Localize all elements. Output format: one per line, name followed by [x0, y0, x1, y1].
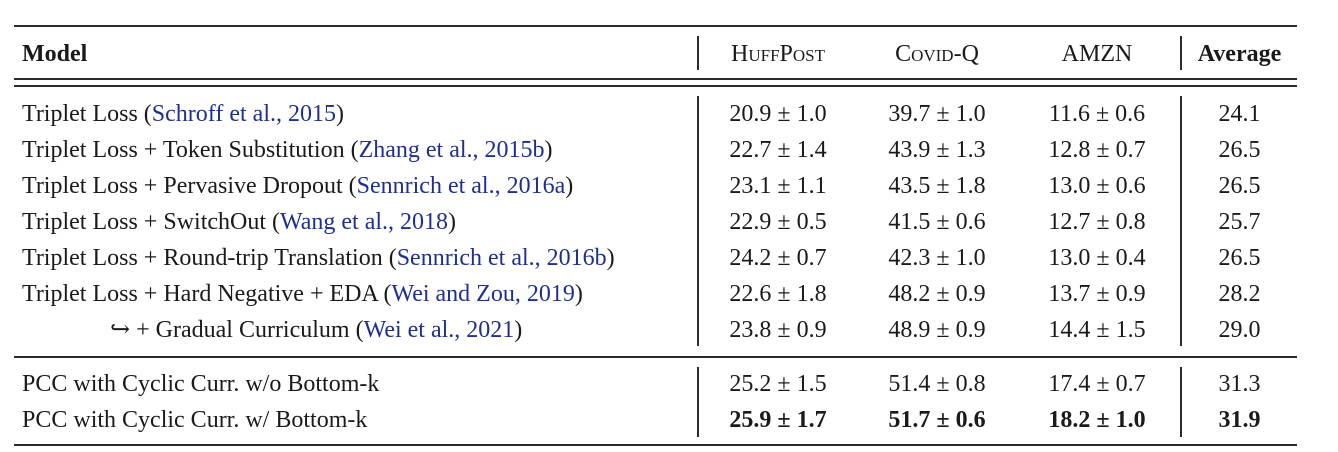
closing-paren: ) — [565, 173, 574, 199]
amzn-score: 12.7 ± 0.8 — [1048, 209, 1146, 235]
header-average: Average — [1197, 41, 1282, 67]
method-label: Triplet Loss + Hard Negative + EDA ( — [22, 281, 392, 307]
method-label: Triplet Loss ( — [22, 101, 152, 127]
model-column-divider — [697, 96, 699, 346]
citation-link[interactable]: Schroff et al., 2015 — [151, 101, 336, 127]
method-name: ↪ + Gradual Curriculum (Wei et al., 2021… — [110, 316, 522, 344]
huffpost-score: 23.8 ± 0.9 — [729, 317, 827, 343]
average-score: 26.5 — [1218, 245, 1261, 271]
huffpost-score: 22.7 ± 1.4 — [729, 137, 827, 163]
method-label: Triplet Loss + SwitchOut ( — [22, 209, 280, 235]
covid-q-score: 41.5 ± 0.6 — [888, 209, 986, 235]
covid-q-score: 43.5 ± 1.8 — [888, 173, 986, 199]
huffpost-score: 22.6 ± 1.8 — [729, 281, 827, 307]
header-model: Model — [22, 41, 88, 67]
method-name: Triplet Loss + Pervasive Dropout (Sennri… — [22, 172, 573, 200]
average-score: 26.5 — [1218, 173, 1261, 199]
header-double-rule-1 — [14, 78, 1297, 80]
header-amzn: AMZN — [1061, 41, 1133, 67]
method-label: Triplet Loss + Round-trip Translation ( — [22, 245, 397, 271]
model-column-divider — [697, 36, 699, 70]
amzn-score: 18.2 ± 1.0 — [1048, 407, 1146, 433]
citation-link[interactable]: Wei and Zou, 2019 — [391, 281, 575, 307]
closing-paren: ) — [574, 281, 583, 307]
method-name: Triplet Loss (Schroff et al., 2015) — [22, 100, 344, 128]
huffpost-score: 22.9 ± 0.5 — [729, 209, 827, 235]
method-name: Triplet Loss + Round-trip Translation (S… — [22, 244, 615, 272]
closing-paren: ) — [606, 245, 615, 271]
average-score: 26.5 — [1218, 137, 1261, 163]
method-name: Triplet Loss + Token Substitution (Zhang… — [22, 136, 553, 164]
method-label: Triplet Loss + Token Substitution ( — [22, 137, 359, 163]
covid-q-score: 51.4 ± 0.8 — [888, 371, 986, 397]
huffpost-score: 24.2 ± 0.7 — [729, 245, 827, 271]
average-score: 28.2 — [1218, 281, 1261, 307]
amzn-score: 14.4 ± 1.5 — [1048, 317, 1146, 343]
covid-q-score: 43.9 ± 1.3 — [888, 137, 986, 163]
citation-link[interactable]: Zhang et al., 2015b — [358, 137, 545, 163]
model-column-divider — [697, 367, 699, 437]
average-score: 31.3 — [1218, 371, 1261, 397]
closing-paren: ) — [448, 209, 457, 235]
method-label: ↪ + Gradual Curriculum ( — [110, 317, 364, 343]
method-name: Triplet Loss + Hard Negative + EDA (Wei … — [22, 280, 583, 308]
citation-link[interactable]: Sennrich et al., 2016a — [356, 173, 566, 199]
amzn-score: 13.0 ± 0.6 — [1048, 173, 1146, 199]
average-column-divider — [1180, 96, 1182, 346]
huffpost-score: 23.1 ± 1.1 — [729, 173, 827, 199]
average-score: 25.7 — [1218, 209, 1261, 235]
covid-q-score: 42.3 ± 1.0 — [888, 245, 986, 271]
average-score: 24.1 — [1218, 101, 1261, 127]
header-covid-q: Covid-Q — [895, 41, 979, 67]
covid-q-score: 48.2 ± 0.9 — [888, 281, 986, 307]
huffpost-score: 25.2 ± 1.5 — [729, 371, 827, 397]
covid-q-score: 39.7 ± 1.0 — [888, 101, 986, 127]
huffpost-score: 20.9 ± 1.0 — [729, 101, 827, 127]
amzn-score: 13.7 ± 0.9 — [1048, 281, 1146, 307]
header-huffpost: HuffPost — [731, 41, 825, 67]
covid-q-score: 48.9 ± 0.9 — [888, 317, 986, 343]
header-double-rule-2 — [14, 85, 1297, 87]
citation-link[interactable]: Sennrich et al., 2016b — [396, 245, 607, 271]
pcc-method-name: PCC with Cyclic Curr. w/ Bottom-k — [22, 407, 368, 433]
citation-link[interactable]: Wei et al., 2021 — [363, 317, 515, 343]
amzn-score: 12.8 ± 0.7 — [1048, 137, 1146, 163]
method-label: Triplet Loss + Pervasive Dropout ( — [22, 173, 357, 199]
amzn-score: 11.6 ± 0.6 — [1048, 101, 1146, 127]
citation-link[interactable]: Wang et al., 2018 — [280, 209, 449, 235]
closing-paren: ) — [544, 137, 553, 163]
closing-paren: ) — [335, 101, 344, 127]
method-name: Triplet Loss + SwitchOut (Wang et al., 2… — [22, 208, 456, 236]
amzn-score: 13.0 ± 0.4 — [1048, 245, 1146, 271]
covid-q-score: 51.7 ± 0.6 — [888, 407, 986, 433]
pcc-method-name: PCC with Cyclic Curr. w/o Bottom-k — [22, 371, 380, 397]
closing-paren: ) — [514, 317, 523, 343]
average-column-divider — [1180, 367, 1182, 437]
average-score: 31.9 — [1218, 407, 1261, 433]
average-score: 29.0 — [1218, 317, 1261, 343]
section-rule — [14, 356, 1297, 358]
huffpost-score: 25.9 ± 1.7 — [729, 407, 827, 433]
bottom-rule — [14, 444, 1297, 446]
top-rule — [14, 25, 1297, 27]
amzn-score: 17.4 ± 0.7 — [1048, 371, 1146, 397]
average-column-divider — [1180, 36, 1182, 70]
